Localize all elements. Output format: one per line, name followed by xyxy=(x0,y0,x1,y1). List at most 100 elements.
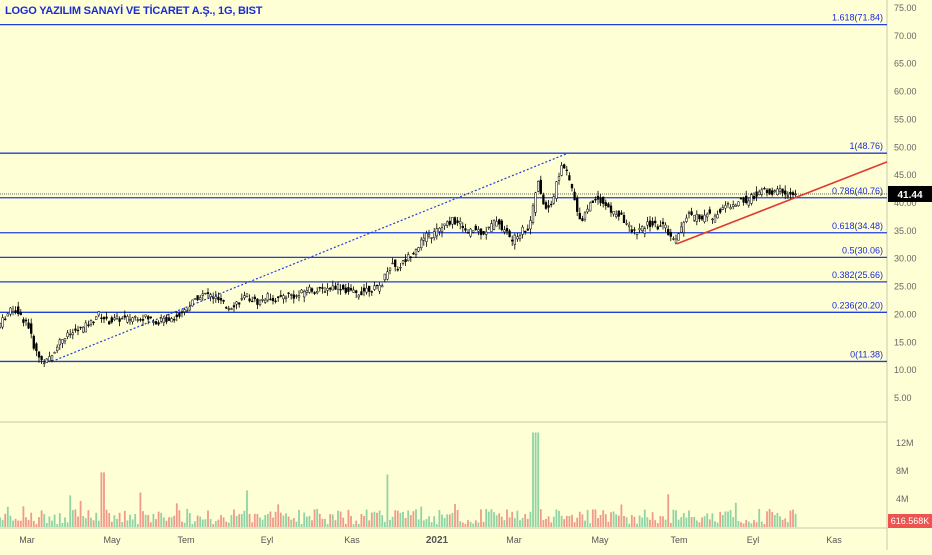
volume-bar xyxy=(789,510,792,527)
volume-bar xyxy=(290,519,293,527)
candle-body xyxy=(641,226,644,231)
candle-body xyxy=(63,338,67,342)
candle-body xyxy=(277,296,280,299)
volume-bar xyxy=(594,509,597,527)
volume-bar xyxy=(558,510,560,527)
candle-body xyxy=(758,191,761,196)
candle-body xyxy=(570,184,574,189)
candle-body xyxy=(687,212,691,214)
candle-body xyxy=(557,176,561,181)
volume-bar xyxy=(303,512,306,527)
volume-bar xyxy=(495,515,498,527)
volume-bar xyxy=(6,506,9,527)
volume-bar xyxy=(443,517,446,527)
volume-bar xyxy=(474,520,477,527)
candle-body xyxy=(404,259,407,262)
x-tick-label: Eyl xyxy=(747,535,760,545)
candle-body xyxy=(284,296,288,300)
candle-body xyxy=(581,218,584,221)
candle-body xyxy=(745,195,748,204)
candle-body xyxy=(152,321,155,323)
candle-body xyxy=(703,214,706,223)
candle-body xyxy=(401,260,405,264)
volume-bar xyxy=(378,510,381,527)
candle-body xyxy=(789,191,792,195)
candle-body xyxy=(576,197,579,212)
candle-body xyxy=(292,294,295,299)
candle-body xyxy=(690,211,693,216)
candle-body xyxy=(474,225,477,230)
volume-bar xyxy=(758,508,761,527)
x-tick-label: Kas xyxy=(344,535,360,545)
candle-body xyxy=(175,314,178,318)
candle-body xyxy=(282,295,285,300)
candle-body xyxy=(784,190,787,195)
volume-bar xyxy=(669,522,672,527)
volume-bar xyxy=(339,511,342,527)
candle-body xyxy=(505,228,509,232)
volume-bar xyxy=(181,521,183,527)
volume-bar xyxy=(373,511,376,527)
volume-bar xyxy=(456,509,459,527)
candle-body xyxy=(19,312,22,315)
volume-bar xyxy=(381,515,384,527)
candle-body xyxy=(552,196,555,204)
candle-body xyxy=(240,298,243,300)
volume-bar xyxy=(246,490,248,527)
y-tick-label: 45.00 xyxy=(894,170,917,180)
candle-body xyxy=(303,290,306,298)
candle-body xyxy=(399,267,402,269)
volume-bar xyxy=(191,524,194,527)
support-trendline xyxy=(676,161,888,245)
candle-body xyxy=(732,204,735,207)
volume-bar xyxy=(584,520,586,527)
volume-bar xyxy=(646,517,649,527)
volume-bar xyxy=(144,514,147,527)
candle-body xyxy=(97,311,100,316)
candle-body xyxy=(305,290,308,293)
volume-bar xyxy=(363,515,365,527)
volume-bar xyxy=(123,510,126,527)
volume-bar xyxy=(66,522,69,527)
candle-body xyxy=(329,287,332,290)
volume-bar xyxy=(688,510,690,527)
candle-body xyxy=(373,285,376,290)
volume-bar xyxy=(745,519,748,527)
volume-bar xyxy=(40,510,43,527)
volume-bar xyxy=(654,520,657,527)
candle-body xyxy=(157,322,160,325)
volume-bar xyxy=(14,518,17,527)
candle-body xyxy=(734,204,737,207)
candle-body xyxy=(204,292,207,295)
candle-body xyxy=(331,285,334,291)
volume-bar xyxy=(84,518,87,527)
candle-body xyxy=(500,220,503,231)
volume-bar xyxy=(404,517,407,527)
volume-bar xyxy=(368,520,371,527)
candle-body xyxy=(602,196,605,204)
candle-body xyxy=(92,321,95,324)
volume-bar xyxy=(389,519,391,527)
candle-body xyxy=(212,297,215,299)
candle-body xyxy=(578,212,581,220)
candle-body xyxy=(43,362,46,364)
candle-body xyxy=(763,187,766,190)
candle-body xyxy=(110,317,113,323)
candle-body xyxy=(173,318,176,321)
volume-bar xyxy=(71,510,74,527)
candle-body xyxy=(290,294,293,296)
y-tick-label: 30.00 xyxy=(894,254,917,264)
volume-bar xyxy=(734,502,737,527)
volume-bar xyxy=(321,518,324,527)
candle-body xyxy=(446,221,449,226)
candle-body xyxy=(628,224,631,227)
volume-bar xyxy=(698,522,701,527)
volume-bar xyxy=(521,517,524,527)
x-tick-label: May xyxy=(591,535,609,545)
volume-bar xyxy=(256,513,259,527)
candle-body xyxy=(721,207,724,210)
candle-body xyxy=(487,226,490,229)
candle-body xyxy=(50,355,54,361)
